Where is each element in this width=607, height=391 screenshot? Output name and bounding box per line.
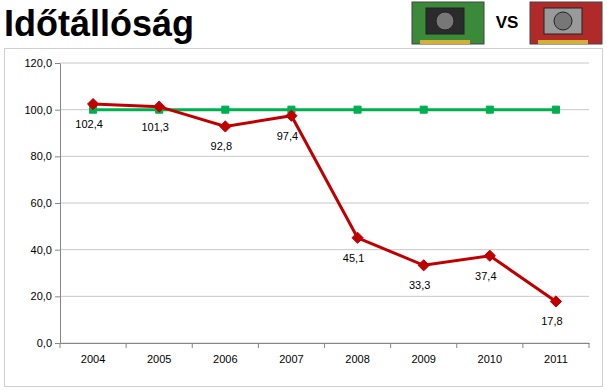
- marker: [87, 98, 98, 109]
- plot-area: [87, 98, 561, 307]
- data-label: 101,3: [141, 121, 169, 133]
- marker: [552, 106, 559, 113]
- x-boundary-tick: [126, 343, 127, 348]
- chart-frame: [5, 49, 603, 387]
- x-boundary-tick: [522, 343, 523, 348]
- y-tick-mark: [55, 296, 60, 297]
- y-tick-label: 0,0: [37, 337, 52, 349]
- y-axis-line: [60, 64, 61, 344]
- series-line: [93, 104, 556, 301]
- data-label: 37,4: [475, 270, 496, 282]
- chart: Időtállóság VS 0,0 20,0 40,0 60,0 80,0 100,0 120…: [0, 0, 607, 391]
- x-tick-label: 2009: [411, 353, 435, 365]
- grid-line: [60, 109, 589, 110]
- y-tick-label: 60,0: [31, 197, 52, 209]
- marker: [220, 121, 231, 132]
- x-tick-label: 2010: [478, 353, 502, 365]
- grid: [60, 63, 589, 343]
- y-tick-label: 120,0: [24, 57, 52, 69]
- card-board: [530, 2, 602, 44]
- card-connector: [538, 40, 588, 44]
- marker: [486, 106, 493, 113]
- x-boundary-tick: [456, 343, 457, 348]
- x-tick-label: 2004: [81, 353, 105, 365]
- x-boundary-ticks: [60, 343, 589, 348]
- y-tick-mark: [55, 156, 60, 157]
- y-tick: 0,0: [37, 337, 60, 349]
- x-tick: 2011: [544, 343, 568, 365]
- data-label: 45,1: [343, 252, 364, 264]
- data-label: 97,4: [277, 130, 298, 142]
- x-boundary-tick: [258, 343, 259, 348]
- marker: [420, 106, 427, 113]
- data-label: 92,8: [211, 140, 232, 152]
- grid-line: [60, 156, 589, 157]
- card-board: [412, 2, 484, 44]
- x-tick: 2007: [279, 343, 303, 365]
- y-tick: 20,0: [31, 290, 60, 302]
- x-boundary-tick: [324, 343, 325, 348]
- title: Időtállóság: [4, 3, 194, 44]
- marker: [154, 101, 165, 112]
- card-fan: [554, 12, 572, 30]
- y-axis: 0,0 20,0 40,0 60,0 80,0 100,0 120,0: [24, 57, 60, 349]
- marker: [550, 296, 561, 307]
- data-label: 17,8: [541, 315, 562, 327]
- grid-line: [60, 296, 589, 297]
- y-tick: 120,0: [24, 57, 60, 69]
- x-tick-label: 2005: [147, 353, 171, 365]
- marker: [286, 110, 297, 121]
- card-cooler: [544, 8, 582, 34]
- card-icon: [530, 2, 602, 44]
- y-tick-label: 40,0: [31, 244, 52, 256]
- data-labels: 102,4 101,3 92,8 97,4 45,1 33,3 37,4 17,8: [75, 118, 562, 327]
- x-tick-label: 2011: [544, 353, 568, 365]
- y-tick-mark: [55, 63, 60, 64]
- x-boundary-tick: [60, 343, 61, 348]
- x-tick-label: 2007: [279, 353, 303, 365]
- series-markers: [87, 98, 561, 307]
- y-tick: 80,0: [31, 150, 60, 162]
- y-tick: 100,0: [24, 104, 60, 116]
- x-axis: 2004 2005 2006 2007 2008 2009 2010 2011: [60, 343, 590, 365]
- grid-line: [60, 249, 589, 250]
- card-fan: [436, 12, 454, 30]
- grid-line: [60, 203, 589, 204]
- y-tick-label: 100,0: [24, 104, 52, 116]
- x-boundary-tick: [390, 343, 391, 348]
- card-connector: [420, 40, 470, 44]
- marker: [352, 232, 363, 243]
- subtitle: VS: [496, 13, 519, 32]
- card-icon: [412, 2, 484, 44]
- x-tick-label: 2006: [213, 353, 237, 365]
- y-tick-mark: [55, 250, 60, 251]
- y-tick: 60,0: [31, 197, 60, 209]
- x-tick: 2004: [81, 343, 105, 365]
- x-tick: 2006: [213, 343, 237, 365]
- x-tick: 2005: [147, 343, 171, 365]
- x-tick: 2010: [478, 343, 502, 365]
- data-label: 102,4: [75, 118, 103, 130]
- grid-line: [60, 63, 589, 64]
- marker: [418, 260, 429, 271]
- marker: [222, 106, 229, 113]
- y-tick-label: 80,0: [31, 150, 52, 162]
- y-tick-label: 20,0: [31, 290, 52, 302]
- x-boundary-tick: [192, 343, 193, 348]
- marker: [354, 106, 361, 113]
- y-tick: 40,0: [31, 244, 60, 256]
- y-tick-mark: [55, 203, 60, 204]
- x-boundary-tick: [589, 343, 590, 348]
- data-label: 33,3: [409, 279, 430, 291]
- x-tick-label: 2008: [345, 353, 369, 365]
- x-tick: 2008: [345, 343, 369, 365]
- card-cooler: [426, 8, 464, 34]
- y-tick-mark: [55, 343, 60, 344]
- y-tick-mark: [55, 110, 60, 111]
- x-tick: 2009: [411, 343, 435, 365]
- marker: [484, 250, 495, 261]
